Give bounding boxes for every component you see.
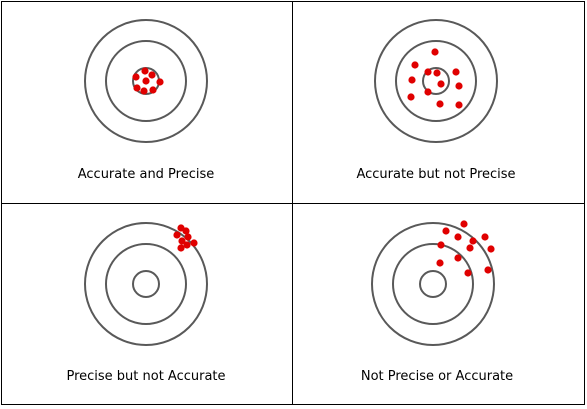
shot-group xyxy=(436,220,495,277)
middle-ring xyxy=(105,243,187,325)
shot-marker xyxy=(183,241,191,249)
shot-marker xyxy=(431,48,439,56)
panel-accurate-not-precise: Accurate but not Precise xyxy=(356,19,516,182)
shot-marker xyxy=(452,68,460,76)
shot-marker xyxy=(436,259,444,267)
panel-not-precise-not-accurate: Not Precise or Accurate xyxy=(361,220,513,384)
shot-marker xyxy=(437,80,445,88)
bullseye-ring xyxy=(419,270,447,298)
shot-marker xyxy=(407,93,415,101)
shot-marker xyxy=(190,239,198,247)
shot-marker xyxy=(454,233,462,241)
target-rings xyxy=(84,222,208,346)
panel-caption: Accurate but not Precise xyxy=(356,167,515,182)
shot-marker xyxy=(132,73,140,81)
outer-ring xyxy=(371,222,495,346)
shot-marker xyxy=(455,82,463,90)
shot-marker xyxy=(149,86,157,94)
shot-marker xyxy=(481,233,489,241)
shot-marker xyxy=(454,254,462,262)
shot-marker xyxy=(408,76,416,84)
shot-marker xyxy=(455,101,463,109)
shot-marker xyxy=(464,269,472,277)
shot-marker xyxy=(184,233,192,241)
shot-marker xyxy=(487,245,495,253)
shot-marker xyxy=(484,266,492,274)
shot-marker xyxy=(460,220,468,228)
bullseye-ring xyxy=(132,270,160,298)
shot-marker xyxy=(156,78,164,86)
panel-caption: Precise but not Accurate xyxy=(66,369,225,384)
shot-marker xyxy=(173,231,181,239)
shot-marker xyxy=(140,87,148,95)
middle-ring xyxy=(392,243,474,325)
panel-caption: Accurate and Precise xyxy=(78,167,215,182)
shot-marker xyxy=(442,227,450,235)
shot-marker xyxy=(177,244,185,252)
panel-caption: Not Precise or Accurate xyxy=(361,369,513,384)
target-rings xyxy=(371,222,495,346)
middle-ring xyxy=(395,40,477,122)
shot-group xyxy=(132,67,164,95)
target-rings xyxy=(374,19,498,143)
shot-marker xyxy=(469,237,477,245)
shot-marker xyxy=(424,88,432,96)
shot-marker xyxy=(466,244,474,252)
panel-precise-not-accurate: Precise but not Accurate xyxy=(66,222,226,384)
shot-marker xyxy=(142,77,150,85)
shot-marker xyxy=(436,100,444,108)
outer-ring xyxy=(84,19,208,143)
outer-ring xyxy=(374,19,498,143)
panel-accurate-precise: Accurate and Precise xyxy=(78,19,215,182)
shot-marker xyxy=(411,61,419,69)
target-rings xyxy=(84,19,208,143)
middle-ring xyxy=(105,40,187,122)
shot-marker xyxy=(178,237,186,245)
bullseye-ring xyxy=(422,67,450,95)
shot-marker xyxy=(133,84,141,92)
shot-marker xyxy=(437,241,445,249)
shot-group xyxy=(173,224,198,252)
shot-marker xyxy=(148,71,156,79)
shot-marker xyxy=(182,227,190,235)
shot-marker xyxy=(433,69,441,77)
shot-marker xyxy=(424,68,432,76)
shot-group xyxy=(407,48,463,109)
outer-ring xyxy=(84,222,208,346)
shot-marker xyxy=(141,67,149,75)
